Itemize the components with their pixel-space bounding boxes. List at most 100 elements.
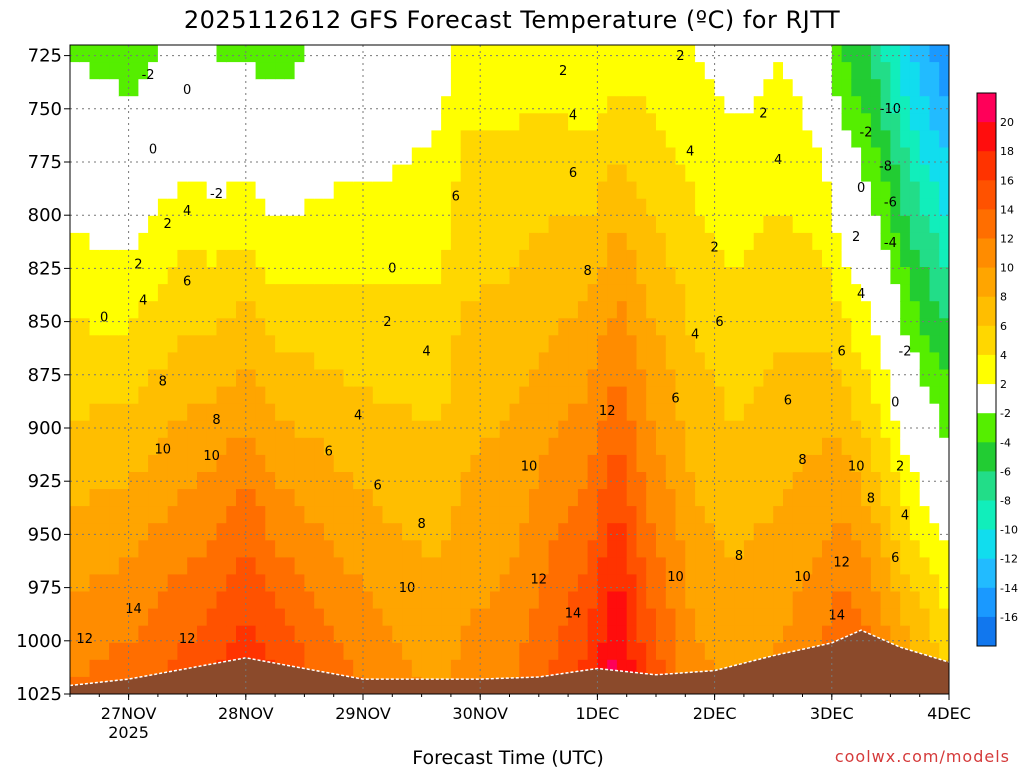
heatmap-cell (529, 608, 540, 627)
heatmap-cell (919, 642, 931, 661)
heatmap-cell (441, 454, 452, 473)
heatmap-cell (304, 301, 315, 319)
heatmap-cell (616, 335, 628, 353)
heatmap-cell (568, 215, 579, 234)
heatmap-cell (177, 181, 188, 200)
heatmap-cell (880, 591, 891, 610)
heatmap-cell (704, 472, 716, 490)
heatmap-cell (450, 540, 462, 558)
heatmap-cell (128, 557, 139, 576)
heatmap-cell (529, 625, 540, 644)
heatmap-cell (265, 62, 276, 80)
heatmap-cell (187, 96, 198, 114)
heatmap-cell (548, 79, 559, 97)
heatmap-cell (900, 45, 911, 63)
heatmap-cell (353, 352, 364, 371)
heatmap-cell (831, 352, 843, 371)
contour-label: 6 (373, 479, 381, 494)
heatmap-cell (304, 45, 315, 63)
heatmap-cell (548, 62, 559, 80)
heatmap-cell (138, 352, 149, 371)
heatmap-cell (109, 608, 120, 627)
heatmap-cell (607, 62, 618, 80)
contour-label: 8 (798, 453, 806, 468)
heatmap-cell (245, 113, 257, 131)
heatmap-cell (509, 198, 520, 217)
heatmap-cell (450, 79, 462, 97)
heatmap-cell (206, 113, 218, 131)
heatmap-cell (138, 523, 149, 541)
heatmap-cell (167, 386, 179, 405)
heatmap-cell (861, 523, 872, 541)
heatmap-cell (538, 369, 550, 388)
heatmap-cell (148, 659, 159, 678)
contour-label: -2 (142, 68, 155, 83)
heatmap-cell (128, 591, 139, 610)
heatmap-cell (665, 386, 677, 405)
heatmap-cell (490, 335, 501, 353)
heatmap-cell (157, 386, 169, 405)
heatmap-cell (919, 215, 931, 234)
heatmap-cell (177, 420, 188, 439)
heatmap-cell (460, 130, 472, 149)
heatmap-cell (157, 249, 169, 268)
heatmap-cell (851, 232, 862, 251)
heatmap-cell (236, 181, 247, 200)
heatmap-cell (675, 574, 686, 593)
heatmap-cell (831, 318, 843, 336)
heatmap-cell (900, 420, 911, 439)
heatmap-cell (167, 574, 179, 593)
heatmap-cell (480, 352, 491, 371)
heatmap-cell (499, 403, 511, 422)
heatmap-cell (783, 249, 794, 268)
heatmap-cell (880, 79, 891, 97)
heatmap-cell (138, 164, 149, 183)
heatmap-cell (206, 198, 218, 217)
heatmap-cell (802, 284, 813, 302)
heatmap-cell (773, 437, 784, 456)
heatmap-cell (685, 352, 696, 371)
heatmap-cell (900, 318, 911, 336)
heatmap-cell (783, 506, 794, 524)
heatmap-cell (499, 164, 511, 183)
heatmap-cell (392, 352, 403, 371)
heatmap-cell (753, 523, 765, 541)
heatmap-cell (616, 79, 628, 97)
heatmap-cell (99, 489, 110, 507)
heatmap-cell (734, 79, 745, 97)
heatmap-cell (753, 454, 765, 473)
heatmap-cell (714, 45, 725, 63)
heatmap-cell (646, 642, 657, 661)
heatmap-cell (675, 147, 686, 166)
heatmap-cell (177, 198, 188, 217)
heatmap-cell (372, 130, 384, 149)
heatmap-cell (929, 215, 940, 234)
heatmap-cell (167, 215, 179, 234)
heatmap-cell (646, 523, 657, 541)
heatmap-cell (665, 284, 677, 302)
heatmap-cell (245, 267, 257, 285)
heatmap-cell (597, 574, 608, 593)
heatmap-cell (734, 198, 745, 217)
heatmap-cell (197, 215, 208, 234)
heatmap-cell (616, 62, 628, 80)
heatmap-cell (314, 301, 325, 319)
heatmap-cell (89, 198, 100, 217)
heatmap-cell (704, 608, 716, 627)
heatmap-cell (802, 79, 813, 97)
heatmap-cell (118, 147, 130, 166)
heatmap-cell (773, 249, 784, 268)
heatmap-cell (382, 318, 393, 336)
heatmap-cell (284, 45, 296, 63)
heatmap-cell (841, 608, 852, 627)
heatmap-cell (568, 472, 579, 490)
heatmap-cell (548, 625, 559, 644)
heatmap-cell (177, 625, 188, 644)
heatmap-cell (294, 284, 305, 302)
heatmap-cell (275, 625, 286, 644)
heatmap-cell (236, 625, 247, 644)
heatmap-cell (841, 232, 852, 251)
heatmap-cell (626, 79, 638, 97)
heatmap-cell (919, 284, 931, 302)
heatmap-cell (665, 62, 677, 80)
